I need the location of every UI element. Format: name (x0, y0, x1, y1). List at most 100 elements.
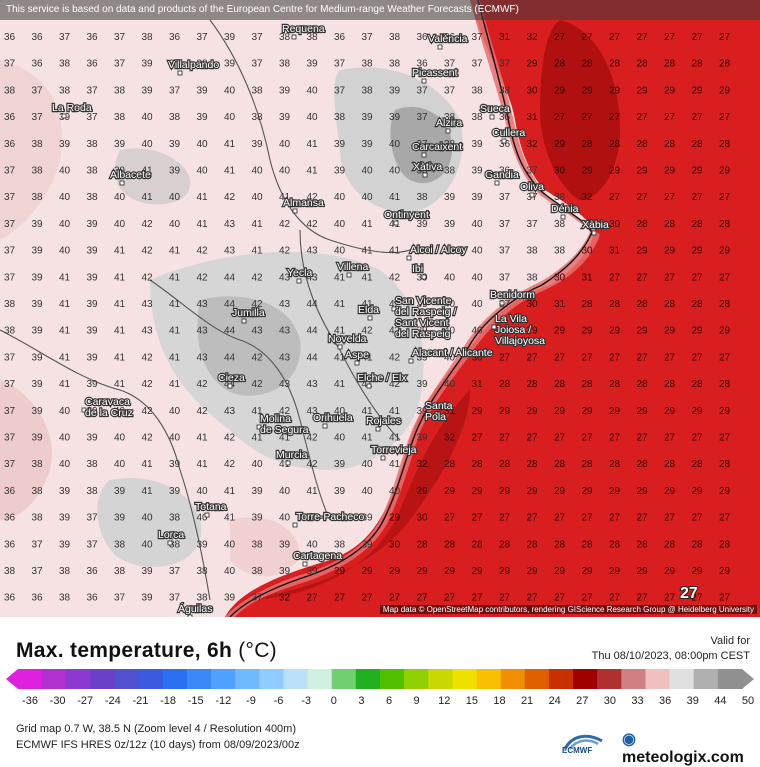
temperature-value: 29 (444, 566, 456, 577)
temperature-value: 41 (59, 299, 71, 310)
valid-date: Thu 08/10/2023, 08:00pm CEST (591, 650, 750, 662)
temperature-value: 37 (499, 192, 511, 203)
temperature-value: 29 (609, 166, 621, 177)
city-name: del Raspeig (395, 328, 451, 340)
temperature-value: 36 (444, 32, 456, 43)
temperature-value: 43 (224, 219, 236, 230)
temperature-value: 27 (664, 192, 676, 203)
temperature-value: 39 (87, 352, 99, 363)
temperature-value: 28 (417, 539, 429, 550)
temperature-value: 43 (307, 246, 319, 257)
temperature-value: 40 (334, 246, 346, 257)
temperature-value: 27 (609, 112, 621, 123)
temperature-value: 37 (87, 539, 99, 550)
temperature-value: 38 (527, 272, 539, 283)
ecmwf-logo-icon (563, 734, 603, 750)
temperature-value: 43 (197, 352, 209, 363)
temperature-value: 39 (472, 166, 484, 177)
temperature-value: 39 (32, 326, 44, 337)
temperature-value: 40 (142, 139, 154, 150)
temperature-value: 37 (472, 32, 484, 43)
temperature-value: 44 (307, 299, 319, 310)
temperature-value: 37 (4, 192, 16, 203)
temperature-value: 29 (719, 566, 731, 577)
city-marker-icon (81, 407, 87, 413)
city-label: Almansa (282, 196, 325, 214)
temperature-value: 32 (417, 459, 429, 470)
temperature-value: 39 (279, 566, 291, 577)
temperature-value: 29 (417, 566, 429, 577)
temperature-value: 36 (4, 593, 16, 604)
temperature-value: 28 (692, 299, 704, 310)
city-marker-icon (61, 113, 67, 119)
temperature-value: 29 (637, 406, 649, 417)
city-label: Benidorm (489, 288, 536, 306)
temperature-value: 28 (637, 539, 649, 550)
scale-color-swatch (162, 669, 188, 689)
temperature-value: 28 (582, 59, 594, 70)
temperature-value: 28 (664, 539, 676, 550)
city-marker-icon (499, 300, 505, 306)
temperature-value: 31 (499, 32, 511, 43)
temperature-value: 39 (59, 486, 71, 497)
temperature-value: 29 (527, 486, 539, 497)
temperature-value: 39 (362, 112, 374, 123)
temperature-value: 41 (279, 433, 291, 444)
meteologix-logo[interactable]: ◉ meteologix.com (622, 729, 760, 767)
temperature-value: 39 (417, 406, 429, 417)
temperature-value: 39 (417, 352, 429, 363)
temperature-value: 40 (472, 219, 484, 230)
temperature-value: 40 (59, 246, 71, 257)
temperature-value: 28 (554, 539, 566, 550)
temperature-value: 27 (527, 433, 539, 444)
temperature-value: 29 (609, 566, 621, 577)
temperature-value: 40 (307, 539, 319, 550)
temperature-value: 39 (334, 166, 346, 177)
temperature-value: 28 (719, 139, 731, 150)
temperature-value: 28 (692, 219, 704, 230)
temperature-value: 40 (114, 459, 126, 470)
temperature-value: 39 (142, 566, 154, 577)
temperature-value: 40 (142, 513, 154, 524)
scale-right-arrow-icon (742, 669, 754, 689)
temperature-value-grid: 36 36 37 36 37 38 36 37 39 37 38 38 36 37 38 36 36 37 31 32… (4, 32, 731, 604)
scale-color-swatch (114, 669, 140, 689)
temperature-value: 29 (582, 406, 594, 417)
temperature-value: 27 (307, 593, 319, 604)
region-borders (0, 19, 421, 601)
temperature-value: 39 (334, 486, 346, 497)
temperature-value: 37 (4, 272, 16, 283)
temperature-value: 42 (252, 352, 264, 363)
temperature-value: 27 (554, 32, 566, 43)
temperature-value: 39 (32, 299, 44, 310)
temperature-value: 42 (389, 379, 401, 390)
temperature-value: 27 (389, 593, 401, 604)
temperature-value: 28 (664, 139, 676, 150)
temperature-value: 30 (554, 272, 566, 283)
scale-color-swatch (331, 669, 357, 689)
city-marker-icon (421, 274, 427, 280)
temperature-value: 40 (444, 352, 456, 363)
temperature-value: 37 (252, 32, 264, 43)
temperature-value: 41 (389, 246, 401, 257)
temperature-value: 38 (472, 85, 484, 96)
temperature-value: 40 (389, 139, 401, 150)
temperature-value: 38 (169, 513, 181, 524)
temperature-value: 27 (582, 513, 594, 524)
temperature-value: 30 (389, 539, 401, 550)
temperature-value: 43 (252, 326, 264, 337)
temperature-value: 37 (114, 593, 126, 604)
city-label: Ontinyent (383, 208, 430, 226)
temperature-value: 37 (472, 59, 484, 70)
temperature-value: 41 (252, 246, 264, 257)
temperature-value: 40 (224, 112, 236, 123)
weather-map[interactable]: 36 36 37 36 37 38 36 37 39 37 38 38 36 37 38 36 36 37 31 32… (0, 0, 760, 617)
temperature-value: 38 (362, 59, 374, 70)
temperature-value: 32 (582, 192, 594, 203)
temperature-value: 37 (169, 85, 181, 96)
city-name: Molina (260, 413, 291, 425)
scale-tick-label: -9 (246, 695, 256, 707)
temperature-value: 30 (609, 219, 621, 230)
temperature-value: 41 (197, 192, 209, 203)
city-name: de la Cruz (85, 407, 133, 419)
